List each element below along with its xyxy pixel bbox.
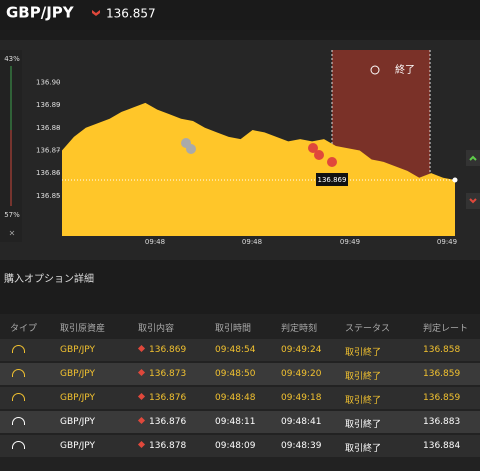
pair-title: GBP/JPY xyxy=(6,4,75,22)
table-cell: GBP/JPY xyxy=(60,441,95,451)
table-cell: 09:49:20 xyxy=(281,369,322,379)
table-cell: GBP/JPY xyxy=(60,345,95,355)
x-tick-label: 09:48 xyxy=(145,238,165,246)
table: タイプ 取引原資産 取引内容 取引時間 判定時刻 ステータス 判定レート GBP/JPY 136… xyxy=(0,314,480,471)
table-cell: 09:48:48 xyxy=(215,393,256,403)
table-cell: 取引終了 xyxy=(345,444,382,454)
table-header: 取引時間 xyxy=(215,324,252,334)
chart-panel: GBP/JPY 136.857 43% 57% × 終了 136.90 136.8… xyxy=(0,0,480,246)
table-cell: 取引終了 xyxy=(345,372,382,382)
table-cell: 取引終了 xyxy=(345,396,382,406)
current-dot xyxy=(452,177,458,183)
table-row xyxy=(0,435,480,457)
y-tick-label: 136.90 xyxy=(36,78,61,86)
close-button[interactable]: × xyxy=(9,229,16,238)
table-cell: 取引終了 xyxy=(345,348,382,358)
table-cell: 09:48:09 xyxy=(215,441,256,451)
table-row xyxy=(0,339,480,361)
y-tick-label: 136.88 xyxy=(36,124,61,132)
table-cell: 09:48:54 xyxy=(215,345,256,355)
table-header: 取引内容 xyxy=(138,324,175,334)
end-label: 終了 xyxy=(395,63,415,76)
table-cell: 09:48:50 xyxy=(215,369,256,379)
table-cell: GBP/JPY xyxy=(60,417,95,427)
down-arrow xyxy=(92,10,100,16)
type-icon xyxy=(12,369,25,377)
table-cell: 136.869 xyxy=(149,345,187,355)
table-cell: GBP/JPY xyxy=(60,369,95,379)
table-cell: 09:48:39 xyxy=(281,441,322,451)
table-cell: GBP/JPY xyxy=(60,393,95,403)
up-pct: 43% xyxy=(4,55,20,63)
x-tick-label: 09:48 xyxy=(242,238,262,246)
y-tick-label: 136.85 xyxy=(36,192,61,200)
table-cell: 09:48:41 xyxy=(281,417,322,427)
current-price: 136.857 xyxy=(106,7,156,21)
table-header: 判定レート xyxy=(423,324,469,334)
table-header: 判定時刻 xyxy=(281,324,318,334)
y-tick-label: 136.86 xyxy=(36,169,61,177)
table-cell: 136.859 xyxy=(423,369,461,379)
y-tick-label: 136.89 xyxy=(36,101,61,109)
table-cell: 136.859 xyxy=(423,393,461,403)
table-cell: 09:48:11 xyxy=(215,417,256,427)
table-cell: 136.873 xyxy=(149,369,187,379)
call-arrow xyxy=(469,155,477,161)
table-row xyxy=(0,411,480,433)
table-cell: 136.884 xyxy=(423,441,461,451)
table-cell: 136.876 xyxy=(149,393,187,403)
table-cell: 09:49:24 xyxy=(281,345,322,355)
type-icon xyxy=(12,441,25,449)
table-cell: 取引終了 xyxy=(345,420,382,430)
markers xyxy=(181,138,337,167)
table-header: 取引原資産 xyxy=(60,324,106,334)
current-label: 136.869 xyxy=(318,176,347,184)
type-icon xyxy=(12,345,25,353)
table-cell: 136.883 xyxy=(423,417,461,427)
type-icon xyxy=(12,393,25,401)
table-cell: 136.858 xyxy=(423,345,461,355)
table-row xyxy=(0,387,480,409)
x-tick-label: 09:49 xyxy=(340,238,360,246)
put-arrow xyxy=(469,198,477,204)
table-cell: 136.876 xyxy=(149,417,187,427)
y-tick-label: 136.87 xyxy=(36,146,61,154)
header-bar xyxy=(0,0,480,30)
table-cell: 136.878 xyxy=(149,441,187,451)
table-header: タイプ xyxy=(10,324,38,334)
clock-icon xyxy=(370,65,380,75)
table-row xyxy=(0,363,480,385)
down-pct: 57% xyxy=(4,211,20,219)
table-header: ステータス xyxy=(345,324,391,334)
current-box xyxy=(316,173,348,186)
x-tick-label: 09:49 xyxy=(437,238,457,246)
table-cell: 09:49:18 xyxy=(281,393,322,403)
section-title: 購入オプション詳細 xyxy=(4,274,94,285)
type-icon xyxy=(12,417,25,425)
price-area xyxy=(62,102,455,237)
